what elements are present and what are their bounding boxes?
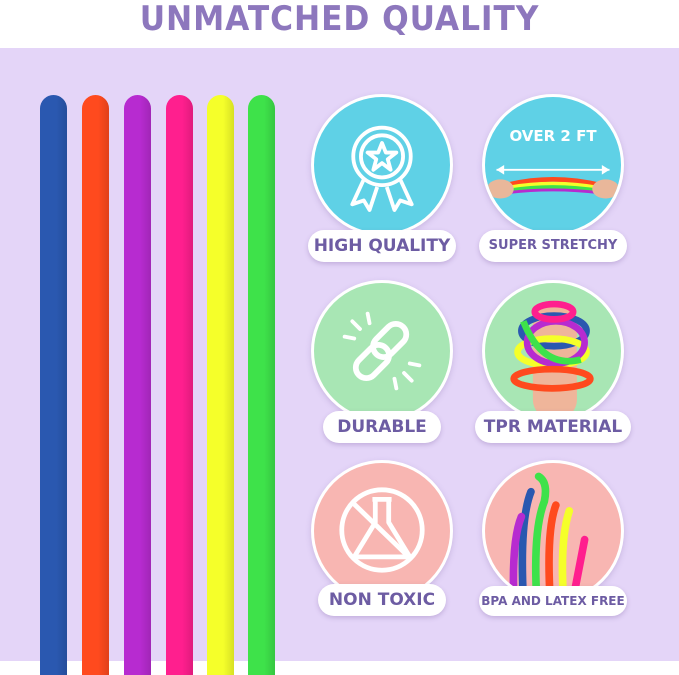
straw (207, 95, 234, 675)
page-title: UNMATCHED QUALITY (139, 0, 540, 39)
wrapped-hand-photo (510, 300, 594, 419)
straws-photo (509, 472, 589, 599)
over-2ft-text: OVER 2 FT (509, 127, 597, 145)
feature-label-high-quality: HIGH QUALITY (308, 230, 456, 262)
feature-label-tpr-material: TPR MATERIAL (475, 411, 631, 443)
stretch-photo (486, 165, 620, 199)
straw (124, 95, 151, 675)
feature-label-durable: DURABLE (323, 411, 441, 443)
straw (248, 95, 275, 675)
bpa-latex-free-circle (482, 460, 624, 602)
award-badge-icon (350, 125, 414, 212)
feature-label-super-stretchy: SUPER STRETCHY (479, 230, 627, 262)
feature-label-non-toxic: NON TOXIC (318, 584, 446, 616)
non-toxic-circle (311, 460, 453, 602)
straw (82, 95, 109, 675)
tpr-material-circle (482, 280, 624, 422)
no-flask-icon (339, 487, 425, 573)
super-stretchy-circle: OVER 2 FT (482, 94, 624, 236)
high-quality-circle (311, 94, 453, 236)
broken-chain-icon (342, 311, 422, 391)
durable-circle (311, 280, 453, 422)
straw (166, 95, 193, 675)
feature-label-bpa-latex-free: BPA AND LATEX FREE (479, 586, 627, 616)
straw (40, 95, 67, 675)
